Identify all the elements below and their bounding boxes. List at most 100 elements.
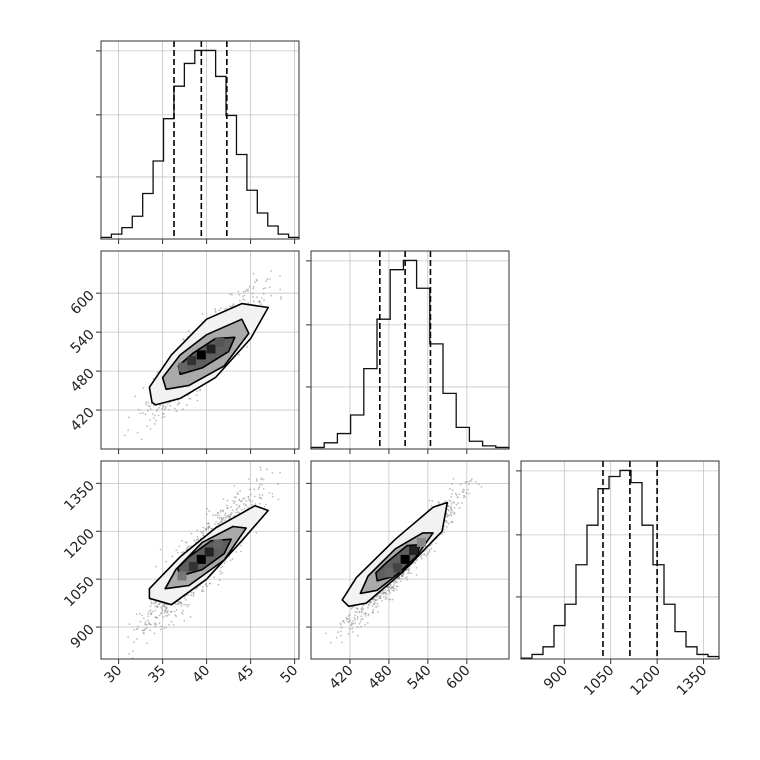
pair-0-2-point <box>199 530 202 533</box>
pair-0-2-point <box>219 510 222 513</box>
pair-1-2-xtick-label-3: 600 <box>443 663 473 693</box>
pair-0-1-point <box>161 407 164 410</box>
pair-1-2-point <box>362 608 365 610</box>
pair-0-2-point <box>172 623 175 626</box>
pair-1-2-point <box>453 513 456 516</box>
pair-1-2-point <box>446 526 448 528</box>
pair-0-1-point <box>162 412 165 415</box>
pair-0-2-point <box>165 607 168 610</box>
pair-1-2-point <box>452 478 455 480</box>
pair-0-2-point <box>180 611 183 614</box>
pair-0-2-point <box>180 602 183 605</box>
pair-0-2-point <box>236 507 239 510</box>
pair-1-2 <box>311 461 509 659</box>
pair-0-2-point <box>237 511 239 513</box>
pair-0-1-point <box>251 292 254 295</box>
pair-0-2-point <box>206 507 209 510</box>
pair-0-1-point <box>152 404 155 407</box>
pair-1-2-point <box>447 522 450 525</box>
pair-1-2-point <box>360 608 363 611</box>
pair-1-2-point <box>340 630 342 633</box>
pair-0-2-point <box>150 602 153 605</box>
pair-0-2-point <box>153 632 156 635</box>
pair-0-2-point <box>157 603 160 606</box>
pair-1-2-point <box>358 610 361 613</box>
pair-0-1-point <box>237 353 240 356</box>
pair-0-1-point <box>145 403 147 406</box>
pair-0-2-point <box>222 509 224 512</box>
pair-0-2-point <box>205 528 208 531</box>
pair-0-2-point <box>144 623 147 626</box>
pair-0-2-point <box>226 499 229 502</box>
pair-1-2-point <box>451 511 454 513</box>
pair-0-2-point <box>148 610 151 613</box>
pair-1-2-point <box>451 489 454 491</box>
pair-0-2-point <box>239 490 242 492</box>
pair-1-2-point <box>448 505 450 507</box>
pair-0-1-point <box>280 296 282 298</box>
pair-0-2-point <box>164 615 167 617</box>
pair-1-2-point <box>351 631 354 633</box>
pair-1-2-point <box>480 485 483 488</box>
pair-1-2-point <box>367 613 370 615</box>
pair-0-2-point <box>216 514 219 517</box>
pair-1-2-xtick-label-1: 480 <box>366 663 396 693</box>
pair-0-2-point <box>255 479 258 482</box>
pair-0-1-point <box>244 290 247 293</box>
pair-0-2-point <box>202 586 205 588</box>
pair-0-2-point <box>163 627 166 630</box>
pair-0-2-point <box>231 509 234 512</box>
pair-0-2-point <box>235 508 238 511</box>
pair-0-1-point <box>247 288 250 291</box>
pair-0-1-point <box>260 303 263 306</box>
pair-0-2-point <box>242 498 245 500</box>
pair-1-2-point <box>451 493 453 495</box>
pair-0-2-point <box>260 468 262 471</box>
pair-0-2-point <box>148 623 151 625</box>
pair-0-2-point <box>154 623 156 626</box>
pair-0-1-point <box>196 399 199 402</box>
pair-0-2-point <box>256 478 258 481</box>
pair-0-2-point <box>214 514 217 516</box>
pair-0-2-xtick-label-2: 40 <box>190 663 214 687</box>
pair-1-2-point <box>369 601 371 604</box>
pair-0-2-point <box>224 516 227 519</box>
pair-1-2-point <box>388 586 390 589</box>
pair-1-2-point <box>356 626 359 629</box>
pair-0-2-point <box>208 522 210 525</box>
pair-1-2-point <box>363 613 365 615</box>
pair-0-2-point <box>243 507 246 510</box>
pair-0-2-point <box>224 560 227 563</box>
pair-1-2-point <box>360 618 363 621</box>
pair-0-2-point <box>251 500 254 503</box>
pair-0-1-point <box>247 290 249 292</box>
pair-0-1-point <box>279 288 282 291</box>
pair-0-1-point <box>248 285 251 288</box>
pair-0-1-point <box>270 270 272 272</box>
pair-1-2-point <box>393 584 395 587</box>
pair-0-1-point <box>149 405 151 408</box>
pair-0-2-point <box>271 492 274 495</box>
pair-0-1-point <box>196 390 199 393</box>
pair-1-2-point <box>356 608 359 611</box>
pair-0-2-point <box>160 608 163 610</box>
pair-0-2-point <box>253 495 256 498</box>
pair-0-2-point <box>132 650 134 652</box>
pair-1-2-point <box>410 572 413 575</box>
pair-0-1-point <box>154 414 156 417</box>
pair-0-2-point <box>156 606 159 608</box>
pair-0-2-point <box>154 609 157 612</box>
pair-0-2-density-cell-3 <box>213 539 223 549</box>
pair-1-2-point <box>455 503 458 506</box>
pair-0-2-point <box>166 610 169 613</box>
pair-0-2-point <box>217 583 220 586</box>
pair-0-1-point <box>168 408 170 411</box>
pair-0-2-point <box>185 541 187 544</box>
pair-1-2-point <box>462 494 465 497</box>
pair-0-1-ytick-label-3: 600 <box>68 288 98 318</box>
pair-1-2-point <box>391 586 393 588</box>
pair-0-2-point <box>219 572 222 575</box>
pair-1-2-density-cell-2 <box>392 563 402 573</box>
pair-0-2-point <box>162 605 165 608</box>
pair-0-2-point <box>238 504 241 507</box>
